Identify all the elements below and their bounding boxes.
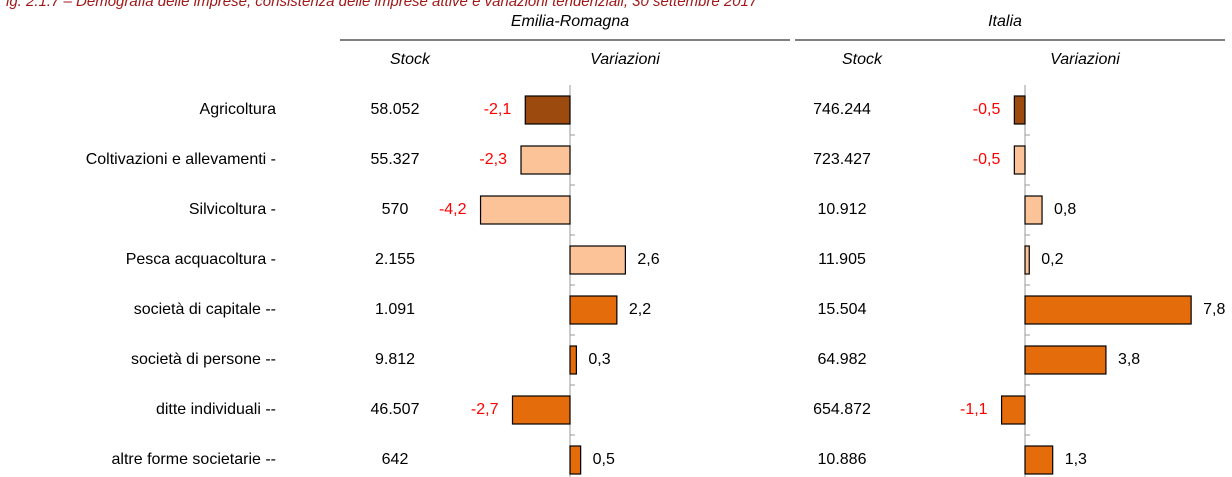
stock-value: 570 <box>382 201 409 218</box>
stock-value: 723.427 <box>813 151 871 168</box>
bar <box>1013 95 1026 125</box>
value-label: 0,3 <box>588 351 610 368</box>
bar <box>1024 345 1107 375</box>
stock-value: 1.091 <box>375 301 415 318</box>
bar <box>569 295 618 325</box>
category-label: società di persone -- <box>131 351 276 368</box>
category-label: ditte individuali -- <box>156 401 276 418</box>
value-label: 3,8 <box>1118 351 1140 368</box>
bar <box>569 245 626 275</box>
stock-value: 10.886 <box>818 451 867 468</box>
bar <box>524 95 571 125</box>
bar <box>520 145 571 175</box>
bar <box>1000 395 1026 425</box>
category-label: società di capitale -- <box>134 301 276 318</box>
bar <box>1013 145 1026 175</box>
bar <box>1024 295 1192 325</box>
stock-value: 642 <box>382 451 409 468</box>
column-label: Stock <box>390 51 431 68</box>
column-label: Stock <box>842 51 883 68</box>
bar <box>1024 445 1054 475</box>
bar <box>569 345 577 375</box>
value-label: 1,3 <box>1065 451 1087 468</box>
stock-value: 746.244 <box>813 101 871 118</box>
stock-value: 15.504 <box>818 301 867 318</box>
category-label: Agricoltura <box>200 101 277 118</box>
panel-title: Italia <box>988 13 1022 30</box>
bar <box>1024 195 1043 225</box>
column-label: Variazioni <box>1050 51 1120 68</box>
category-label: altre forme societarie -- <box>112 451 277 468</box>
value-label: -1,1 <box>960 401 988 418</box>
value-label: 0,5 <box>593 451 615 468</box>
stock-value: 64.982 <box>818 351 867 368</box>
value-label: -0,5 <box>973 101 1001 118</box>
value-label: 2,2 <box>629 301 651 318</box>
category-label: Pesca acquacoltura - <box>126 251 276 268</box>
stock-value: 11.905 <box>818 251 866 268</box>
value-label: -0,5 <box>973 151 1001 168</box>
panel-title: Emilia-Romagna <box>511 13 629 30</box>
stock-value: 58.052 <box>371 101 420 118</box>
value-label: 0,2 <box>1041 251 1063 268</box>
category-label: Silvicoltura - <box>189 201 276 218</box>
stock-value: 9.812 <box>375 351 415 368</box>
stock-value: 55.327 <box>371 151 420 168</box>
bar <box>479 195 571 225</box>
stock-value: 2.155 <box>375 251 415 268</box>
bar <box>569 445 582 475</box>
value-label: -2,1 <box>484 101 512 118</box>
stock-value: 654.872 <box>813 401 871 418</box>
bar <box>1024 245 1030 275</box>
bar <box>511 395 571 425</box>
value-label: -4,2 <box>439 201 467 218</box>
caption: ig. 2.1.7 – Demografia delle imprese, co… <box>6 0 758 10</box>
stock-value: 46.507 <box>371 401 420 418</box>
value-label: 7,8 <box>1203 301 1225 318</box>
value-label: 2,6 <box>637 251 659 268</box>
value-label: -2,3 <box>479 151 507 168</box>
value-label: 0,8 <box>1054 201 1076 218</box>
value-label: -2,7 <box>471 401 499 418</box>
column-label: Variazioni <box>590 51 660 68</box>
category-label: Coltivazioni e allevamenti - <box>86 151 276 168</box>
stock-value: 10.912 <box>818 201 867 218</box>
